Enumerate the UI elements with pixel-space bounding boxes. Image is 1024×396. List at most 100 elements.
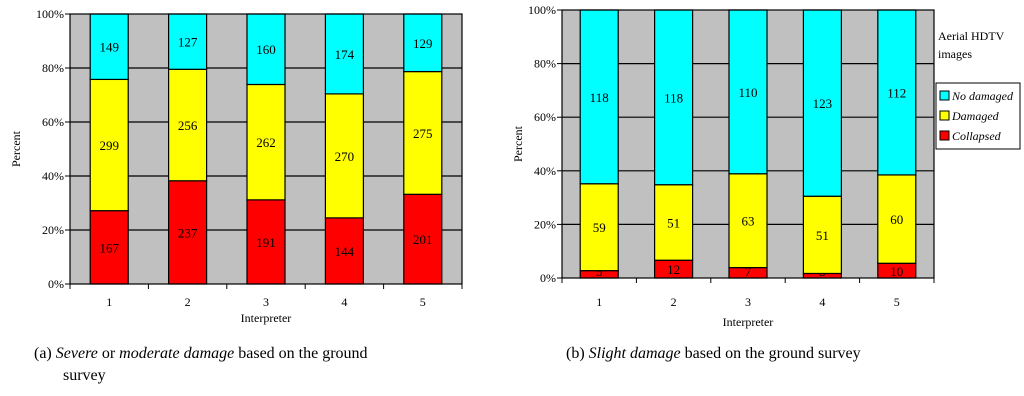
data-label: 63 [742, 214, 755, 229]
data-label: 174 [335, 47, 355, 62]
y-tick-label: 20% [534, 217, 556, 231]
x-tick-label: 2 [671, 295, 677, 309]
data-label: 127 [178, 35, 198, 50]
bar-segment [168, 180, 208, 285]
caption-a: (a) Severe or moderate damage based on t… [34, 343, 494, 387]
caption-b: (b) Slight damage based on the ground su… [566, 343, 1006, 365]
caption-a-line2: survey [63, 367, 106, 384]
caption-a-mid: or [97, 345, 120, 362]
y-tick-label: 40% [42, 169, 64, 183]
bar-segment [324, 13, 364, 95]
data-label: 51 [667, 215, 680, 230]
data-label: 12 [667, 262, 680, 277]
legend-entry: No damaged [951, 89, 1014, 103]
data-label: 129 [413, 36, 433, 51]
bar-segment [728, 9, 768, 175]
caption-b-prefix: (b) [566, 345, 589, 362]
x-tick-label: 5 [420, 295, 426, 309]
data-label: 167 [99, 240, 119, 255]
data-label: 59 [593, 220, 606, 235]
data-label: 7 [745, 264, 752, 279]
caption-b-suffix: based on the ground survey [680, 345, 861, 362]
bar-segment [579, 9, 619, 185]
caption-a-italic-moderate: moderate damage [119, 345, 235, 362]
data-label: 60 [890, 212, 903, 227]
bar-segment [728, 173, 768, 269]
bar-segment [653, 9, 694, 186]
bar-segment [579, 183, 619, 272]
bar-segment [89, 210, 129, 285]
data-label: 149 [99, 40, 119, 55]
x-tick-label: 1 [106, 295, 112, 309]
bar-segment [802, 9, 843, 197]
data-label: 256 [178, 118, 198, 133]
y-tick-label: 0% [540, 271, 556, 285]
plot-border [69, 13, 463, 285]
y-tick-label: 60% [42, 115, 64, 129]
data-label: 51 [816, 228, 829, 243]
data-label: 5 [596, 264, 603, 279]
y-tick-label: 20% [42, 223, 64, 237]
data-label: 112 [887, 85, 906, 100]
bar-segment [403, 70, 443, 195]
bar-segment [403, 193, 443, 285]
legend: No damaged Damaged Collapsed [935, 82, 1021, 150]
legend-title-line2: images [938, 47, 972, 61]
x-tick-label: 3 [745, 295, 751, 309]
x-axis-label: Interpreter [723, 315, 774, 329]
y-tick-label: 60% [534, 110, 556, 124]
y-tick-label: 0% [48, 277, 64, 291]
x-axis-label: Interpreter [241, 311, 292, 325]
y-tick-label: 100% [36, 7, 64, 21]
y-axis-label: Percent [511, 125, 525, 162]
data-label: 10 [890, 264, 903, 279]
y-tick-label: 80% [42, 61, 64, 75]
data-label: 275 [413, 126, 433, 141]
data-label: 110 [738, 85, 757, 100]
data-label: 299 [99, 138, 119, 153]
caption-a-prefix: (a) [34, 345, 56, 362]
data-label: 262 [256, 135, 276, 150]
bar-segment [653, 184, 694, 261]
legend-entry: Damaged [951, 109, 1000, 123]
x-tick-label: 3 [263, 295, 269, 309]
chart-b: 0%20%40%60%80%100%5591181125111827631103… [511, 3, 1021, 329]
y-tick-label: 100% [528, 3, 556, 17]
bar-segment [324, 217, 364, 285]
legend-entry: Collapsed [952, 129, 1002, 143]
legend-title: Aerial HDTV [938, 29, 1005, 43]
plot-border [561, 9, 935, 279]
legend-box [935, 82, 1021, 150]
data-label: 118 [664, 90, 683, 105]
data-label: 118 [590, 90, 609, 105]
bar-segment [877, 9, 917, 176]
x-tick-label: 4 [819, 295, 825, 309]
bar-segment [403, 13, 443, 73]
y-tick-label: 80% [534, 57, 556, 71]
bar-segment [168, 68, 208, 182]
x-tick-label: 2 [185, 295, 191, 309]
data-label: 160 [256, 42, 276, 57]
bar-segment [246, 83, 286, 201]
bar-segment [802, 195, 843, 275]
bar-segment [89, 13, 129, 81]
bar-segment [877, 174, 917, 264]
legend-swatch [939, 110, 950, 121]
caption-a-suffix: based on the ground [234, 345, 368, 362]
data-label: 237 [178, 225, 198, 240]
caption-a-italic-severe: Severe [55, 345, 98, 362]
data-label: 191 [256, 235, 276, 250]
x-tick-label: 1 [596, 295, 602, 309]
y-tick-label: 40% [534, 164, 556, 178]
x-tick-label: 4 [341, 295, 347, 309]
legend-swatch [939, 130, 950, 141]
bar-segment [246, 13, 286, 86]
data-label: 123 [813, 96, 833, 111]
bar-segment [89, 78, 129, 212]
y-axis-label: Percent [9, 130, 23, 167]
chart-a: 0% 20% 40% 60% 80% 100% 167 299 149 1 237 256 127 2 19… [9, 7, 463, 325]
caption-b-italic-slight: Slight damage [588, 345, 681, 362]
bar-segment [168, 13, 208, 70]
data-label: 201 [413, 232, 433, 247]
